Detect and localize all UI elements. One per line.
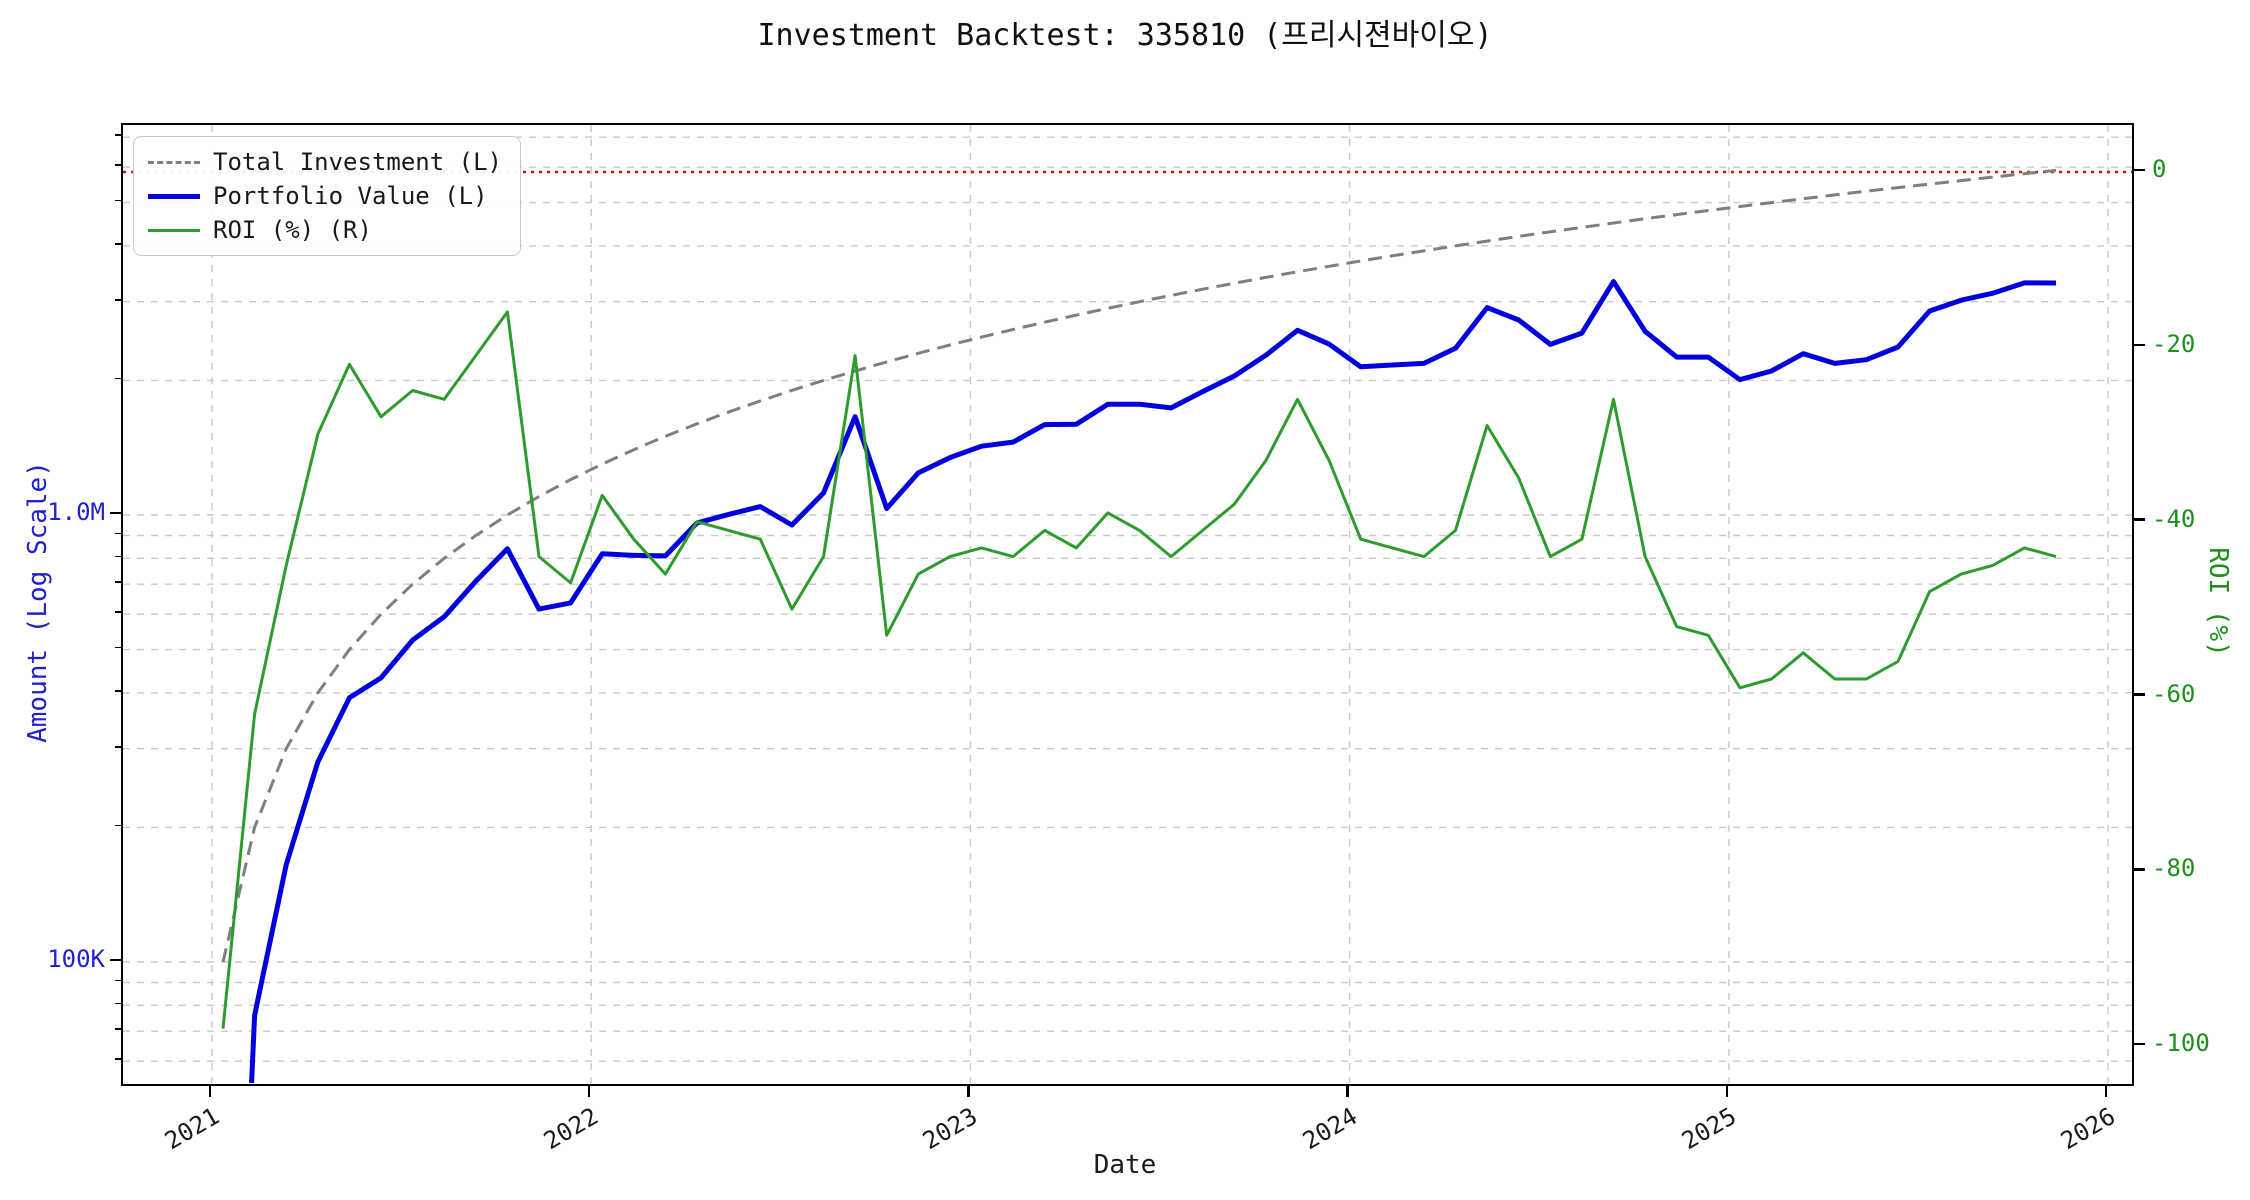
legend-item-portfolio-value-line: Portfolio Value (L) [148, 181, 502, 211]
legend-line-sample [148, 228, 200, 232]
tick-mark [115, 298, 121, 301]
right-tick-label: -100 [2152, 1029, 2210, 1058]
x-tick-label: 2026 [2056, 1102, 2121, 1156]
legend-item-total-investment-line: Total Investment (L) [148, 147, 502, 177]
tick-mark [115, 555, 121, 558]
tick-mark [115, 824, 121, 827]
tick-mark [2134, 343, 2145, 347]
tick-mark [115, 611, 121, 613]
legend-line-sample [148, 193, 200, 199]
legend-line-sample [148, 160, 200, 164]
legend-item-roi-line: ROI (%) (R) [148, 215, 502, 245]
left-axis-label: Amount (Log Scale) [23, 460, 53, 743]
x-tick-label: 2024 [1297, 1102, 1362, 1156]
tick-mark [115, 164, 121, 166]
roi-line [221, 310, 2057, 1029]
tick-mark [2104, 1086, 2108, 1097]
tick-mark [115, 377, 121, 380]
tick-mark [2134, 868, 2145, 871]
tick-mark [115, 581, 121, 584]
tick-mark [1725, 1086, 1729, 1097]
chart-canvas [123, 125, 2132, 1083]
tick-mark [110, 958, 121, 962]
x-axis-label: Date [1093, 1150, 1157, 1180]
tick-mark [115, 1058, 121, 1060]
tick-mark [115, 199, 121, 202]
tick-mark [967, 1086, 970, 1097]
right-tick-label: -80 [2152, 854, 2196, 883]
tick-mark [2134, 168, 2145, 172]
tick-mark [115, 979, 121, 982]
x-tick-label: 2021 [159, 1102, 224, 1156]
legend-item-label: Portfolio Value (L) [213, 182, 488, 210]
tick-mark [115, 690, 121, 692]
total-investment-line [221, 168, 2057, 963]
right-axis-label: ROI (%) [2203, 546, 2233, 657]
plot-area [121, 123, 2134, 1086]
chart-title: Investment Backtest: 335810 (프리시젼바이오) [757, 18, 1493, 53]
tick-mark [115, 532, 121, 535]
x-tick-label: 2023 [918, 1102, 983, 1156]
left-tick-label: 1.0M [47, 498, 105, 526]
tick-mark [115, 745, 121, 748]
tick-mark [115, 1002, 121, 1005]
portfolio-value-line [249, 279, 2057, 1083]
tick-mark [587, 1086, 591, 1097]
right-tick-label: -20 [2152, 329, 2196, 358]
tick-mark [110, 511, 121, 515]
tick-mark [2134, 1042, 2145, 1046]
right-tick-label: -40 [2152, 504, 2196, 533]
tick-mark [2134, 693, 2145, 696]
tick-mark [115, 646, 121, 649]
legend-item-label: ROI (%) (R) [213, 216, 372, 244]
right-tick-label: -60 [2152, 679, 2196, 708]
legend: Total Investment (L) Portfolio Value (L) R… [133, 136, 521, 256]
tick-mark [208, 1086, 212, 1097]
tick-mark [2134, 518, 2145, 521]
right-tick-label: 0 [2152, 155, 2167, 183]
tick-mark [115, 134, 121, 137]
left-tick-label: 100K [47, 945, 105, 973]
tick-mark [115, 243, 121, 245]
tick-mark [115, 1028, 121, 1031]
x-tick-label: 2025 [1676, 1102, 1741, 1156]
x-tick-label: 2022 [539, 1102, 604, 1156]
tick-mark [1346, 1086, 1349, 1097]
legend-item-label: Total Investment (L) [213, 148, 502, 176]
